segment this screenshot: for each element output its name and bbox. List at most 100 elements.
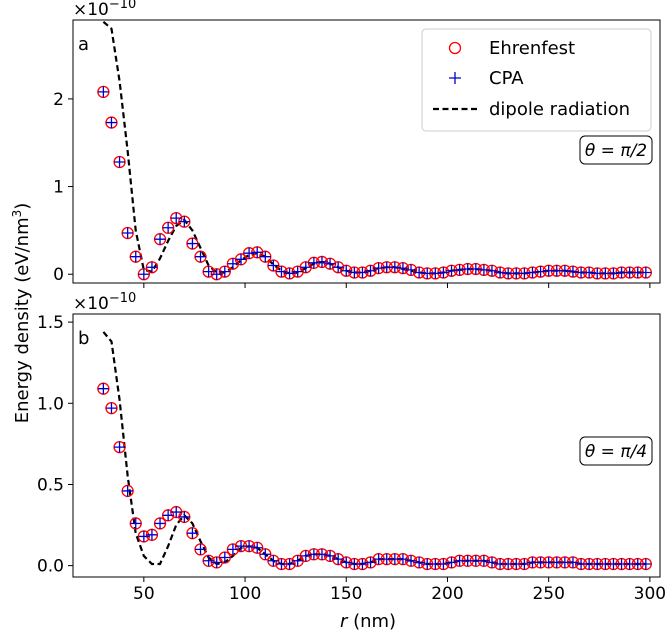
cpa-point (146, 529, 158, 541)
cpa-point (105, 117, 117, 129)
cpa-point (332, 261, 344, 273)
cpa-point (251, 246, 263, 258)
legend-cpa-marker (449, 72, 461, 84)
cpa-point (170, 212, 182, 224)
cpa-point (446, 556, 458, 568)
cpa-point (324, 550, 336, 562)
cpa-point (567, 266, 579, 278)
x-axis-label-unit: (nm) (347, 611, 396, 632)
x-tick-label: 100 (229, 584, 261, 604)
x-tick-label: 50 (133, 584, 155, 604)
cpa-point (389, 261, 401, 273)
cpa-point (284, 267, 296, 279)
cpa-point (162, 509, 174, 521)
cpa-point (154, 233, 166, 245)
plot-frame (72, 313, 661, 578)
cpa-point (203, 555, 215, 567)
cpa-point (162, 222, 174, 234)
cpa-point (114, 441, 126, 453)
cpa-point (356, 266, 368, 278)
cpa-point (219, 266, 231, 278)
legend-frame (421, 28, 652, 132)
cpa-point (195, 251, 207, 263)
annotation-text: θ = π/2 (585, 141, 647, 161)
cpa-point (186, 238, 198, 250)
cpa-point (292, 555, 304, 567)
legend-cpa-label: CPA (489, 68, 524, 89)
exponent-label: ×10−10 (73, 0, 136, 20)
cpa-point (340, 556, 352, 568)
x-tick-label: 200 (431, 584, 463, 604)
cpa-point (397, 262, 409, 274)
cpa-point (413, 556, 425, 568)
cpa-point (122, 227, 134, 239)
panel-a: 0 1 2 ×10−10 a θ = π/2 (53, 0, 661, 288)
cpa-point (478, 264, 490, 276)
cpa-point (122, 485, 134, 497)
cpa-point (178, 511, 190, 523)
annotation-box (579, 436, 653, 466)
y-tick-label: 1.0 (37, 394, 64, 414)
cpa-point (397, 553, 409, 565)
cpa-point (324, 258, 336, 270)
cpa-point (130, 517, 142, 529)
y-axis-label: Energy density (eV/nm3) (10, 203, 33, 424)
x-tick-label: 150 (330, 584, 362, 604)
x-axis-label-var: r (340, 611, 349, 632)
cpa-point (275, 266, 287, 278)
cpa-point (486, 556, 498, 568)
cpa-point (138, 268, 150, 280)
cpa-point (211, 268, 223, 280)
legend-ehrenfest-marker (448, 41, 462, 55)
cpa-point (332, 553, 344, 565)
cpa-point (259, 548, 271, 560)
cpa-point (316, 548, 328, 560)
cpa-point (227, 258, 239, 270)
exponent-label: ×10−10 (73, 291, 136, 314)
cpa-point (429, 267, 441, 279)
cpa-point (227, 543, 239, 555)
cpa-point (130, 251, 142, 263)
cpa-point (178, 216, 190, 228)
cpa-point (413, 266, 425, 278)
cpa-point (607, 267, 619, 279)
cpa-point (454, 264, 466, 276)
exponent-base: ×10 (73, 0, 109, 20)
cpa-point (478, 555, 490, 567)
y-axis-label-sup: 3 (10, 210, 24, 218)
cpa-point (186, 527, 198, 539)
cpa-point (567, 556, 579, 568)
cpa-point (640, 558, 652, 570)
cpa-point (138, 530, 150, 542)
cpa-point (203, 266, 215, 278)
panel-label: b (78, 328, 89, 349)
cpa-point (316, 256, 328, 268)
annotation-box (579, 135, 653, 165)
panel-label: a (78, 34, 89, 55)
cpa-point (494, 266, 506, 278)
cpa-point (559, 265, 571, 277)
cpa-point (211, 556, 223, 568)
cpa-point (365, 556, 377, 568)
cpa-point (583, 266, 595, 278)
y-tick-label: 0.5 (37, 475, 64, 495)
annotation-text: θ = π/4 (585, 442, 647, 462)
cpa-point (405, 555, 417, 567)
cpa-point (292, 266, 304, 278)
cpa-point (259, 251, 271, 263)
cpa-point (300, 550, 312, 562)
legend-ehrenfest-label: Ehrenfest (489, 38, 575, 59)
y-tick-label: 0.0 (37, 557, 64, 577)
cpa-point (154, 517, 166, 529)
panel-b: 50 100 150 200 250 300 0.0 0.5 1.0 1.5 ×10−10 b θ = … (37, 291, 665, 604)
cpa-point (251, 542, 263, 554)
cpa-point (340, 265, 352, 277)
cpa-point (243, 540, 255, 552)
exponent-base: ×10 (73, 294, 109, 314)
cpa-point (356, 558, 368, 570)
cpa-point (97, 383, 109, 395)
cpa-point (219, 552, 231, 564)
cpa-point (97, 86, 109, 98)
cpa-point (105, 402, 117, 414)
